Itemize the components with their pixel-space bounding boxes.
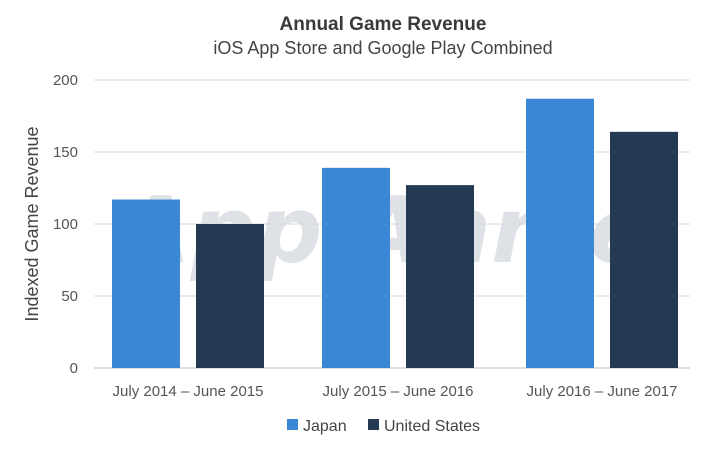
y-tick-label: 200 [53, 72, 78, 89]
bar-united-states-0 [196, 224, 264, 368]
bar-united-states-2 [610, 131, 678, 368]
legend-label-japan: Japan [303, 418, 347, 435]
legend-swatch-japan [287, 419, 298, 430]
bar-japan-0 [112, 199, 180, 368]
legend-swatch-united-states [368, 419, 379, 430]
x-tick-label: July 2014 – June 2015 [113, 383, 264, 400]
bar-united-states-1 [406, 185, 474, 368]
chart-subtitle: iOS App Store and Google Play Combined [213, 38, 552, 58]
y-tick-label: 150 [53, 144, 78, 161]
chart-title: Annual Game Revenue [280, 14, 487, 35]
legend-label-united-states: United States [384, 418, 480, 435]
y-tick-label: 100 [53, 216, 78, 233]
y-tick-label: 0 [70, 360, 78, 377]
x-tick-label: July 2015 – June 2016 [323, 383, 474, 400]
x-tick-label: July 2016 – June 2017 [527, 383, 678, 400]
y-axis-label: Indexed Game Revenue [22, 126, 42, 321]
bar-japan-2 [526, 98, 594, 368]
y-tick-label: 50 [61, 288, 78, 305]
bar-japan-1 [322, 167, 390, 368]
